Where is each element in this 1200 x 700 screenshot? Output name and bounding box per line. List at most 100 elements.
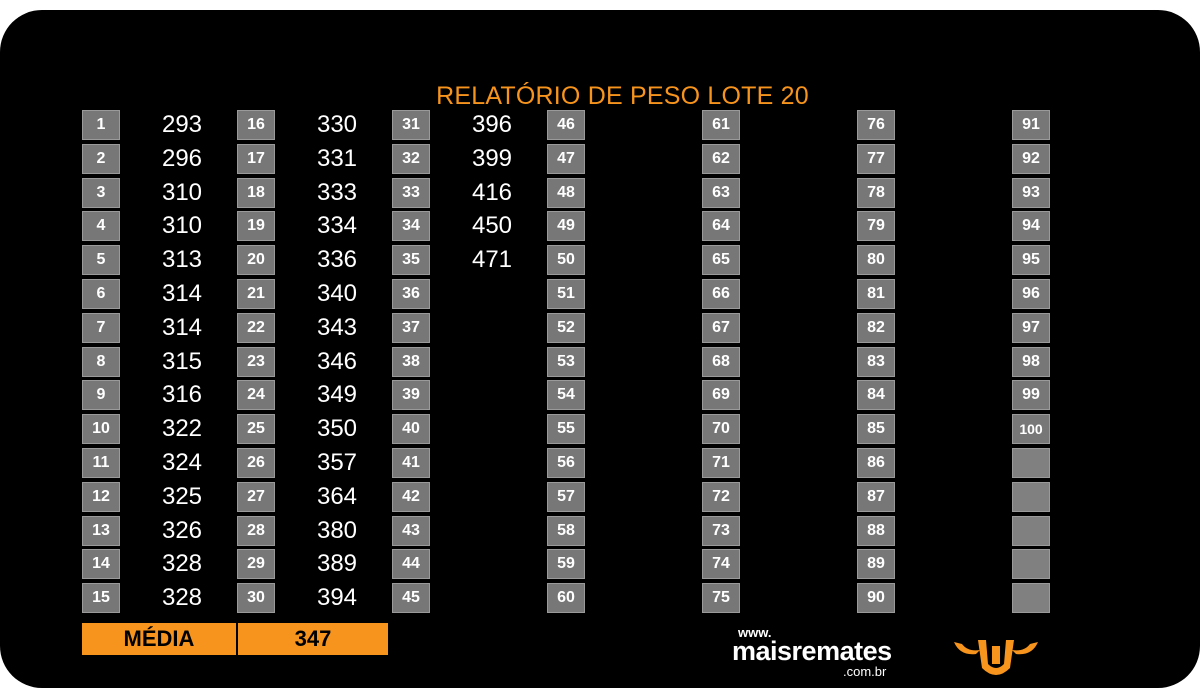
weight-value: 326 — [161, 517, 203, 544]
weight-value: 296 — [161, 145, 203, 172]
lot-number-box: 24 — [237, 380, 275, 410]
logo-www-text: www. — [738, 625, 772, 640]
lot-number-box: 4 — [82, 211, 120, 241]
lot-number-box: 67 — [702, 313, 740, 343]
lot-number-box: 28 — [237, 516, 275, 546]
weight-value: 357 — [316, 449, 358, 476]
lot-number-box: 93 — [1012, 178, 1050, 208]
lot-number-box: 76 — [857, 110, 895, 140]
lot-number-box: 90 — [857, 583, 895, 613]
lot-number-box: 81 — [857, 279, 895, 309]
lot-number-box — [1012, 482, 1050, 512]
lot-number-box: 36 — [392, 279, 430, 309]
lot-number-box: 39 — [392, 380, 430, 410]
lot-number-box: 100 — [1012, 414, 1050, 444]
lot-number-box: 62 — [702, 144, 740, 174]
weight-value: 314 — [161, 314, 203, 341]
lot-number-box: 25 — [237, 414, 275, 444]
lot-number-box — [1012, 516, 1050, 546]
lot-number-box: 55 — [547, 414, 585, 444]
lot-number-box: 49 — [547, 211, 585, 241]
lot-number-box: 59 — [547, 549, 585, 579]
lot-number-box: 57 — [547, 482, 585, 512]
lot-number-box: 92 — [1012, 144, 1050, 174]
lot-number-box: 20 — [237, 245, 275, 275]
weight-value: 399 — [471, 145, 513, 172]
weight-value: 324 — [161, 449, 203, 476]
lot-number-box: 21 — [237, 279, 275, 309]
weight-value: 364 — [316, 483, 358, 510]
report-title: RELATÓRIO DE PESO LOTE 20 — [436, 82, 809, 110]
lot-number-box: 9 — [82, 380, 120, 410]
media-value: 347 — [238, 623, 388, 655]
lot-number-box: 80 — [857, 245, 895, 275]
lot-number-box: 97 — [1012, 313, 1050, 343]
lot-number-box: 99 — [1012, 380, 1050, 410]
weight-value: 330 — [316, 111, 358, 138]
weight-value: 389 — [316, 550, 358, 577]
lot-number-box: 17 — [237, 144, 275, 174]
weight-value: 394 — [316, 584, 358, 611]
lot-number-box: 60 — [547, 583, 585, 613]
lot-number-box: 50 — [547, 245, 585, 275]
lot-number-box: 30 — [237, 583, 275, 613]
logo-domain-text: .com.br — [843, 664, 887, 679]
lot-number-box: 32 — [392, 144, 430, 174]
lot-number-box: 3 — [82, 178, 120, 208]
lot-number-box: 46 — [547, 110, 585, 140]
report-panel: RELATÓRIO DE PESO LOTE 20 1 293 2 296 3 310 4 3… — [0, 10, 1200, 688]
weight-value: 416 — [471, 179, 513, 206]
weight-value: 316 — [161, 381, 203, 408]
lot-number-box: 75 — [702, 583, 740, 613]
lot-number-box: 2 — [82, 144, 120, 174]
weight-value: 471 — [471, 246, 513, 273]
lot-number-box: 78 — [857, 178, 895, 208]
weight-value: 331 — [316, 145, 358, 172]
lot-number-box: 98 — [1012, 347, 1050, 377]
weight-value: 336 — [316, 246, 358, 273]
weight-value: 328 — [161, 550, 203, 577]
logo-brand-text: maisremates — [732, 636, 892, 666]
weight-value: 322 — [161, 415, 203, 442]
lot-number-box: 56 — [547, 448, 585, 478]
weight-value: 310 — [161, 212, 203, 239]
lot-number-box: 53 — [547, 347, 585, 377]
lot-number-box: 7 — [82, 313, 120, 343]
weight-value: 293 — [161, 111, 203, 138]
weight-value: 333 — [316, 179, 358, 206]
lot-number-box: 15 — [82, 583, 120, 613]
weight-value: 346 — [316, 348, 358, 375]
weight-value: 380 — [316, 517, 358, 544]
lot-number-box: 79 — [857, 211, 895, 241]
lot-number-box: 95 — [1012, 245, 1050, 275]
lot-number-box: 6 — [82, 279, 120, 309]
lot-number-box: 72 — [702, 482, 740, 512]
lot-number-box: 51 — [547, 279, 585, 309]
lot-number-box: 94 — [1012, 211, 1050, 241]
lot-number-box: 10 — [82, 414, 120, 444]
lot-number-box: 96 — [1012, 279, 1050, 309]
lot-number-box: 23 — [237, 347, 275, 377]
bull-head-icon — [954, 640, 1038, 675]
lot-number-box: 18 — [237, 178, 275, 208]
lot-number-box: 19 — [237, 211, 275, 241]
weight-value: 450 — [471, 212, 513, 239]
weight-value: 340 — [316, 280, 358, 307]
lot-number-box: 22 — [237, 313, 275, 343]
weight-value: 396 — [471, 111, 513, 138]
lot-number-box — [1012, 549, 1050, 579]
lot-number-box: 42 — [392, 482, 430, 512]
lot-number-box: 74 — [702, 549, 740, 579]
lot-number-box: 12 — [82, 482, 120, 512]
lot-number-box: 64 — [702, 211, 740, 241]
lot-number-box: 86 — [857, 448, 895, 478]
lot-number-box: 41 — [392, 448, 430, 478]
lot-number-box: 58 — [547, 516, 585, 546]
lot-number-box: 82 — [857, 313, 895, 343]
lot-number-box: 31 — [392, 110, 430, 140]
lot-number-box — [1012, 583, 1050, 613]
lot-number-box: 26 — [237, 448, 275, 478]
weight-value: 313 — [161, 246, 203, 273]
lot-number-box: 84 — [857, 380, 895, 410]
lot-number-box: 89 — [857, 549, 895, 579]
